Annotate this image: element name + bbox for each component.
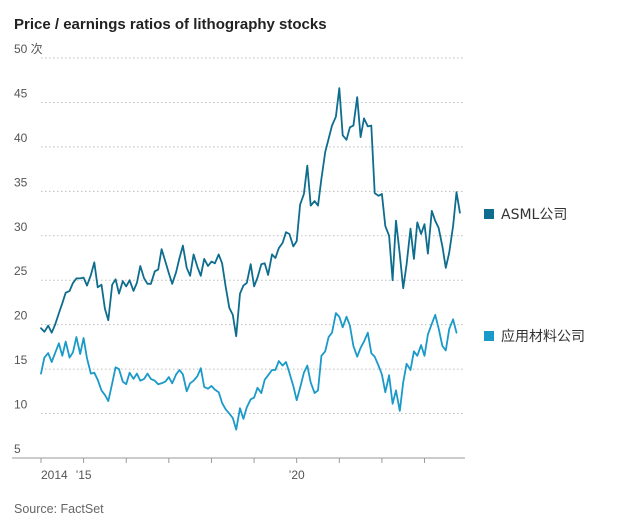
- series-line-1: [40, 87, 461, 338]
- x-tick-label-2015: ’15: [76, 468, 92, 482]
- y-tick-label-35: 35: [14, 175, 28, 189]
- x-tick-label-2020: ’20: [289, 468, 305, 482]
- legend-swatch-2: [484, 331, 494, 341]
- gridlines: [41, 57, 465, 415]
- legend-label-1: ASML公司: [501, 207, 567, 223]
- y-tick-label-25: 25: [14, 264, 28, 278]
- legend-swatch-1: [484, 209, 494, 219]
- series-line-2: [40, 312, 458, 431]
- y-tick-label-40: 40: [14, 131, 28, 145]
- y-tick-label-10: 10: [14, 398, 28, 412]
- series-layer: [40, 87, 461, 431]
- source-note: Source: FactSet: [14, 502, 104, 516]
- y-tick-label-50: 50 次: [14, 42, 43, 56]
- y-axis: 5 10 15 20 25 30 35 40 45 50 次: [14, 42, 43, 456]
- y-tick-label-20: 20: [14, 309, 28, 323]
- y-tick-label-45: 45: [14, 86, 28, 100]
- legend-label-2: 应用材料公司: [501, 328, 585, 345]
- line-chart: 5 10 15 20 25 30 35 40 45 50 次 2014 ’15 ’20 ASML公司应…: [12, 42, 585, 482]
- chart-title: Price / earnings ratios of lithography s…: [14, 16, 327, 33]
- x-axis: 2014 ’15 ’20: [12, 457, 465, 482]
- x-tick-label-2014: 2014: [41, 468, 68, 482]
- y-tick-label-30: 30: [14, 220, 28, 234]
- y-tick-label-5: 5: [14, 442, 21, 456]
- y-tick-label-15: 15: [14, 353, 28, 367]
